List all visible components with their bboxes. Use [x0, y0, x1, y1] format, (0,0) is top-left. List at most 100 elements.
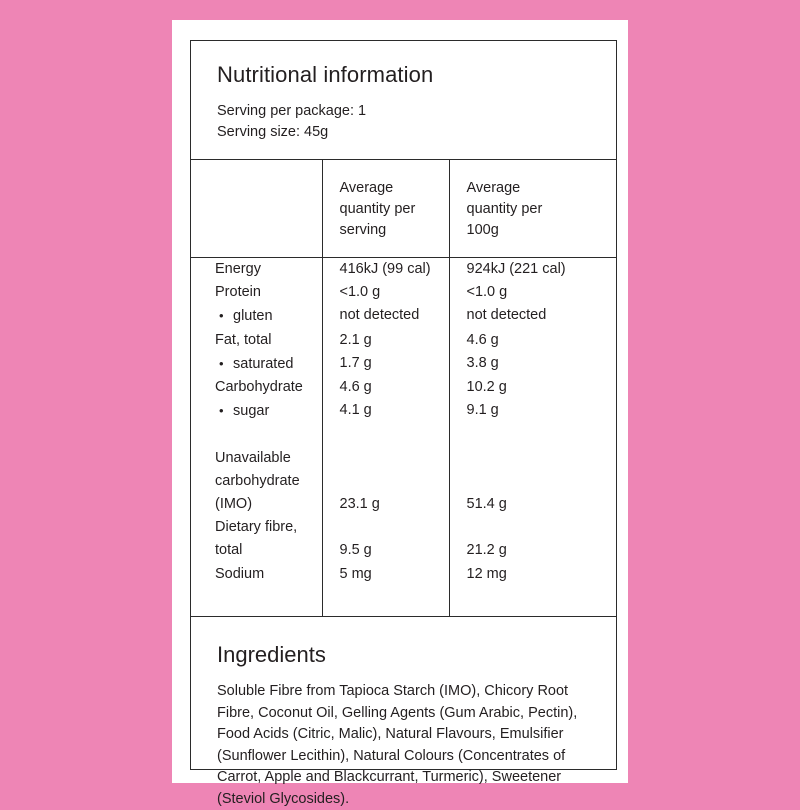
column-header-per-100g-line3: 100g	[466, 222, 499, 238]
bullet-icon	[215, 352, 233, 376]
table-row: sugar 4.1 g 9.1 g	[191, 399, 616, 424]
table-row: saturated 1.7 g 3.8 g	[191, 351, 616, 377]
ingredients-title: Ingredients	[217, 641, 326, 667]
row-value-text: 12 mg	[466, 565, 507, 582]
row-value-saturated-serving: 1.7 g	[321, 351, 449, 377]
row-value-text: 924kJ (221 cal)	[466, 261, 566, 277]
row-value-text: 23.1 g	[339, 496, 380, 512]
row-label-dietary-fibre-total: Dietary fibre, total	[191, 516, 322, 562]
serving-per-package-text: Serving per package: 1	[217, 103, 367, 120]
table-row: Energy 416kJ (99 cal) 924kJ (221 cal)	[191, 257, 616, 282]
row-value-sodium-serving: 5 mg	[321, 562, 449, 586]
row-label-line2: total	[215, 542, 243, 559]
row-value-text: 9.5 g	[339, 542, 372, 559]
row-value-text: 4.6 g	[466, 331, 499, 348]
row-label-line1: Dietary fibre,	[215, 519, 298, 536]
row-value-unavailable-carbohydrate-100g: 51.4 g	[448, 446, 616, 517]
bullet-icon	[215, 399, 233, 423]
row-value-text: <1.0 g	[339, 284, 381, 301]
row-value-gluten-serving: not detected	[321, 304, 449, 329]
table-bottom-padding-row	[191, 585, 616, 617]
table-spacer-row	[191, 423, 616, 447]
row-value-text: 1.7 g	[339, 354, 372, 371]
row-label-text: sugar	[233, 403, 270, 420]
row-label-sugar: sugar	[191, 399, 322, 423]
row-value-text: <1.0 g	[466, 284, 508, 301]
row-label-saturated: saturated	[191, 352, 322, 376]
row-label-text: saturated	[233, 355, 294, 372]
row-value-text: 2.1 g	[339, 331, 372, 348]
row-value-energy-serving: 416kJ (99 cal)	[321, 257, 449, 282]
row-value-text: not detected	[339, 307, 420, 324]
row-value-text: 51.4 g	[466, 496, 507, 512]
row-value-text: 10.2 g	[466, 379, 507, 396]
row-value-protein-serving: <1.0 g	[321, 281, 449, 305]
table-row: Fat, total 2.1 g 4.6 g	[191, 328, 616, 352]
row-value-text: 4.1 g	[339, 402, 372, 419]
column-header-per-serving: Average quantity per serving	[321, 159, 449, 258]
row-value-text: not detected	[466, 307, 547, 324]
ingredients-block: Ingredients Soluble Fibre from Tapioca S…	[191, 617, 616, 810]
table-row: Carbohydrate 4.6 g 10.2 g	[191, 376, 616, 400]
table-row: gluten not detected not detected	[191, 304, 616, 329]
row-value-sugar-100g: 9.1 g	[448, 399, 616, 424]
table-row: Protein <1.0 g <1.0 g	[191, 281, 616, 305]
row-value-unavailable-carbohydrate-serving: 23.1 g	[321, 446, 449, 517]
row-value-text: 9.1 g	[466, 402, 499, 419]
row-label-text: gluten	[233, 308, 273, 325]
serving-size-text: Serving size: 45g	[217, 124, 329, 141]
row-value-fat-total-serving: 2.1 g	[321, 328, 449, 352]
row-label-gluten: gluten	[191, 304, 322, 328]
table-row: Dietary fibre, total 9.5 g 21.2 g	[191, 516, 616, 563]
column-header-nutrient	[191, 159, 322, 258]
spacer-cell	[321, 423, 449, 447]
bullet-icon	[215, 304, 233, 328]
row-value-text: 21.2 g	[466, 542, 507, 559]
row-label-line2: carbohydrate	[215, 472, 300, 489]
row-value-protein-100g: <1.0 g	[448, 281, 616, 305]
row-label-line1: Unavailable	[215, 449, 291, 466]
row-value-text: 5 mg	[339, 565, 372, 582]
table-row: Sodium 5 mg 12 mg	[191, 562, 616, 586]
column-header-per-100g-line1: Average	[466, 180, 521, 196]
row-label-energy: Energy	[191, 258, 322, 282]
row-value-text: 3.8 g	[466, 354, 499, 371]
column-header-per-serving-line3: serving	[339, 222, 387, 238]
row-value-sugar-serving: 4.1 g	[321, 399, 449, 424]
ingredients-text: Soluble Fibre from Tapioca Starch (IMO),…	[217, 683, 578, 807]
table-header-row: Average quantity per serving Average qua…	[191, 159, 616, 258]
spacer-cell	[448, 585, 616, 617]
row-label-line3: (IMO)	[215, 496, 253, 513]
row-value-sodium-100g: 12 mg	[448, 562, 616, 586]
row-value-energy-100g: 924kJ (221 cal)	[448, 257, 616, 282]
spacer-cell	[191, 423, 322, 446]
row-value-saturated-100g: 3.8 g	[448, 351, 616, 377]
row-value-dietary-fibre-total-100g: 21.2 g	[448, 516, 616, 563]
row-label-sodium: Sodium	[191, 563, 322, 586]
nutrition-table: Average quantity per serving Average qua…	[191, 159, 616, 617]
row-label-text: Carbohydrate	[215, 379, 303, 396]
nutrition-label-panel: Nutritional information Serving per pack…	[190, 40, 617, 807]
row-label-text: Protein	[215, 284, 261, 301]
row-label-protein: Protein	[191, 281, 322, 304]
row-label-text: Fat, total	[215, 331, 272, 348]
row-label-unavailable-carbohydrate: Unavailable carbohydrate (IMO)	[191, 447, 322, 517]
row-value-gluten-100g: not detected	[448, 304, 616, 329]
row-value-carbohydrate-100g: 10.2 g	[448, 376, 616, 400]
table-row: Unavailable carbohydrate (IMO) 23.1 g 51…	[191, 446, 616, 517]
column-header-per-serving-line2: quantity per	[339, 201, 416, 217]
spacer-cell	[321, 585, 449, 617]
row-label-carbohydrate: Carbohydrate	[191, 376, 322, 399]
page-title: Nutritional information	[217, 62, 434, 87]
row-value-carbohydrate-serving: 4.6 g	[321, 376, 449, 400]
row-label-text: Energy	[215, 261, 261, 277]
spacer-cell	[191, 585, 322, 617]
row-label-fat-total: Fat, total	[191, 329, 322, 352]
header-block: Nutritional information Serving per pack…	[191, 41, 616, 159]
column-header-per-serving-line1: Average	[339, 180, 394, 196]
column-header-per-100g-line2: quantity per	[466, 201, 543, 217]
column-header-per-100g: Average quantity per 100g	[448, 159, 616, 258]
row-value-text: 4.6 g	[339, 379, 372, 396]
row-value-text: 416kJ (99 cal)	[339, 261, 431, 277]
